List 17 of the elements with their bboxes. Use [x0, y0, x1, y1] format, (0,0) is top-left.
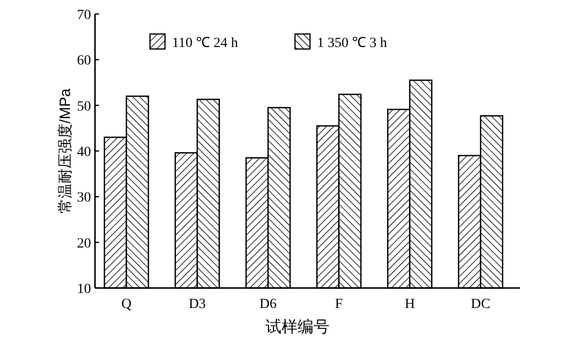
y-tick-label: 70 [77, 8, 91, 23]
y-tick-label: 30 [77, 190, 91, 206]
x-tick-label: D6 [260, 297, 277, 312]
y-tick-label: 60 [77, 54, 91, 69]
y-tick-label: 20 [77, 236, 91, 252]
legend-label: 110 ℃ 24 h [172, 36, 238, 51]
x-tick-label: H [404, 297, 415, 312]
y-tick-label: 50 [77, 99, 91, 114]
legend-label: 1 350 ℃ 3 h [317, 36, 387, 51]
x-tick-label: DC [470, 297, 490, 312]
x-tick-label: F [335, 297, 344, 312]
x-tick-label: Q [121, 297, 132, 312]
y-tick-label: 10 [77, 282, 91, 297]
x-axis-title: 试样编号 [266, 318, 330, 336]
y-tick-label: 40 [77, 145, 91, 160]
y-axis-title: 常温耐压强度/MPa [57, 88, 74, 214]
x-tick-label: D3 [188, 297, 206, 312]
